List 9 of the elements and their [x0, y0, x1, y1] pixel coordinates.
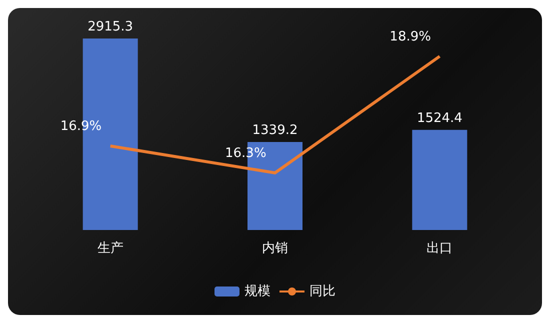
- x-tick-label: 生产: [97, 241, 124, 256]
- x-tick-label: 内销: [262, 241, 288, 256]
- data-label: 18.9%: [390, 29, 431, 44]
- legend-label: 规模: [244, 284, 270, 299]
- data-label: 1339.2: [252, 123, 298, 138]
- data-label: 2915.3: [88, 20, 134, 35]
- data-label: 1524.4: [416, 110, 462, 126]
- x-tick-label: 出口: [426, 241, 453, 256]
- legend-label: 同比: [310, 284, 336, 299]
